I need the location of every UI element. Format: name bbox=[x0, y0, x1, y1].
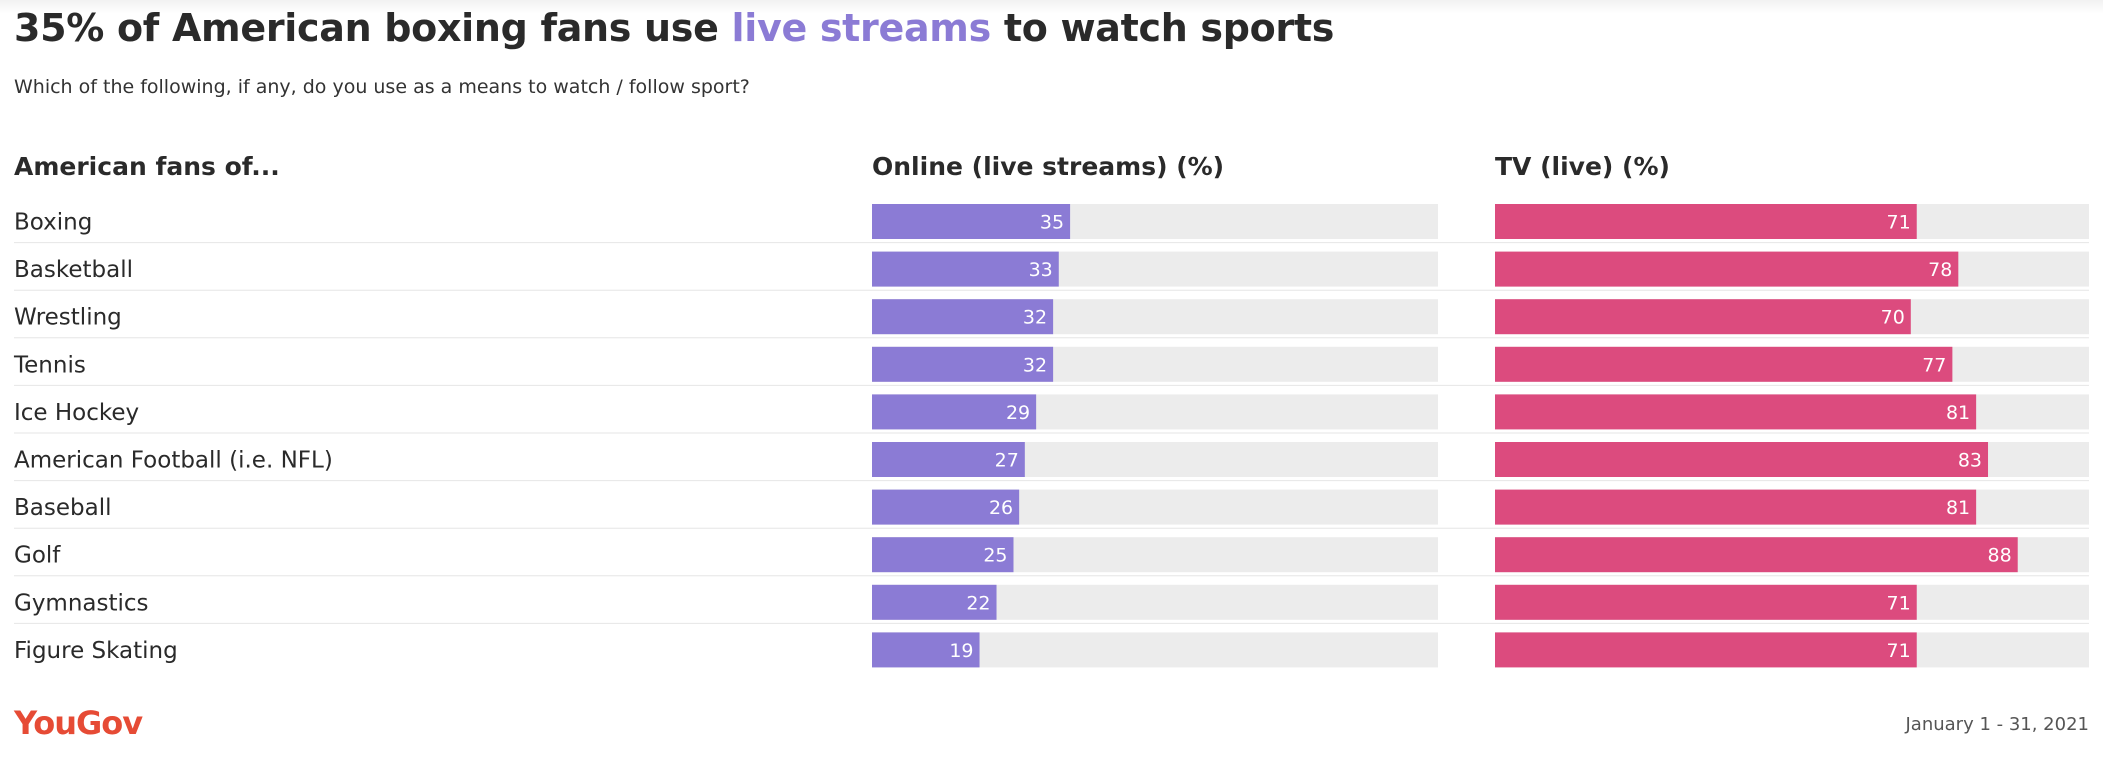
value-label: 29 bbox=[1006, 402, 1030, 424]
value-label: 25 bbox=[983, 545, 1007, 567]
value-label: 83 bbox=[1958, 450, 1982, 472]
category-label: American Football (i.e. NFL) bbox=[14, 448, 333, 474]
top-shade bbox=[0, 0, 2103, 14]
value-label: 35 bbox=[1040, 212, 1064, 234]
bar-tv bbox=[1495, 584, 1917, 620]
value-label: 22 bbox=[966, 592, 990, 614]
chart-title: 35% of American boxing fans use live str… bbox=[14, 6, 1334, 50]
bar-online bbox=[872, 632, 980, 668]
value-label: 71 bbox=[1887, 640, 1911, 662]
bar-online bbox=[872, 251, 1059, 287]
value-label: 81 bbox=[1946, 497, 1970, 519]
bar-online bbox=[872, 442, 1025, 477]
category-label: Tennis bbox=[13, 352, 86, 378]
value-label: 77 bbox=[1922, 354, 1946, 376]
yougov-logo: YouGov bbox=[14, 704, 143, 742]
value-label: 32 bbox=[1023, 354, 1047, 376]
value-label: 26 bbox=[989, 497, 1013, 519]
value-label: 88 bbox=[1988, 545, 2012, 567]
series-header-tv: TV (live) (%) bbox=[1495, 152, 1670, 181]
value-label: 71 bbox=[1887, 212, 1911, 234]
bar-online bbox=[872, 489, 1020, 525]
value-label: 27 bbox=[995, 450, 1019, 472]
chart-subtitle: Which of the following, if any, do you u… bbox=[14, 76, 750, 98]
series-header-online: Online (live streams) (%) bbox=[872, 152, 1225, 181]
bar-tv bbox=[1495, 442, 1989, 477]
value-label: 19 bbox=[949, 640, 973, 662]
bar-tv bbox=[1495, 537, 2018, 573]
bar-tv bbox=[1495, 489, 1977, 525]
value-label: 33 bbox=[1029, 259, 1053, 281]
category-label: Baseball bbox=[14, 495, 111, 521]
category-label: Figure Skating bbox=[14, 638, 178, 664]
title-text-start: 35% of American boxing fans use bbox=[14, 6, 732, 50]
bar-tv bbox=[1495, 394, 1977, 430]
bar-tv bbox=[1495, 299, 1911, 335]
bar-online bbox=[872, 394, 1037, 430]
value-label: 81 bbox=[1946, 402, 1970, 424]
category-header: American fans of... bbox=[14, 152, 280, 181]
bar-online bbox=[872, 537, 1014, 573]
value-label: 32 bbox=[1023, 307, 1047, 329]
bar-tv bbox=[1495, 251, 1959, 287]
category-label: Ice Hockey bbox=[14, 400, 139, 426]
title-text-end: to watch sports bbox=[990, 6, 1335, 50]
value-label: 70 bbox=[1881, 307, 1905, 329]
bar-tv bbox=[1495, 346, 1953, 382]
value-label: 78 bbox=[1928, 259, 1952, 281]
category-label: Golf bbox=[14, 543, 61, 569]
category-label: Basketball bbox=[14, 257, 133, 283]
bar-tv bbox=[1495, 204, 1917, 239]
date-range: January 1 - 31, 2021 bbox=[1905, 714, 2089, 735]
bar-online bbox=[872, 584, 997, 620]
title-highlight: live streams bbox=[731, 6, 992, 50]
bar-tv bbox=[1495, 632, 1917, 668]
category-label: Gymnastics bbox=[14, 590, 149, 616]
bar-chart: Boxing 35 71 Basketball 33 78 Wrestling 32 70 Ten… bbox=[13, 204, 2089, 668]
bar-online bbox=[872, 346, 1054, 382]
category-label: Wrestling bbox=[14, 305, 122, 331]
bar-online bbox=[872, 299, 1054, 335]
value-label: 71 bbox=[1887, 592, 1911, 614]
bar-online bbox=[872, 204, 1071, 239]
category-label: Boxing bbox=[14, 210, 92, 236]
